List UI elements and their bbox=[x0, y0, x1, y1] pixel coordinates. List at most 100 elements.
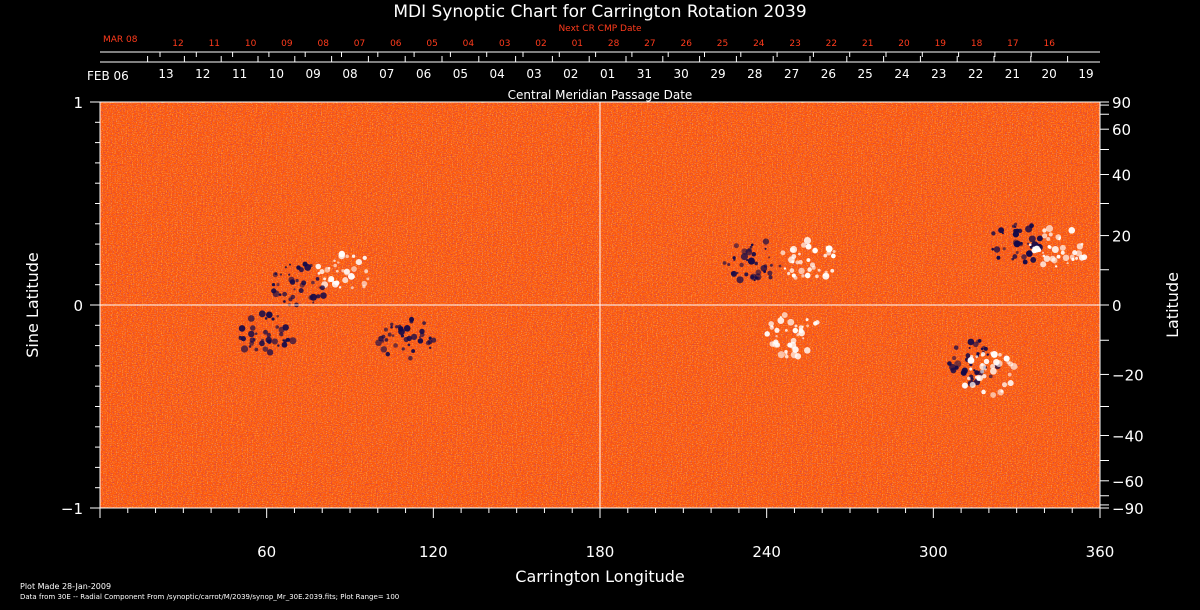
flux-speck bbox=[295, 278, 299, 283]
negative-flux-region bbox=[722, 238, 782, 284]
flux-speck bbox=[990, 392, 997, 398]
flux-speck bbox=[338, 286, 342, 289]
flux-speck bbox=[1056, 254, 1061, 259]
flux-speck bbox=[316, 294, 321, 299]
flux-speck bbox=[1025, 225, 1033, 233]
flux-speck bbox=[830, 268, 835, 273]
flux-speck bbox=[1002, 247, 1006, 251]
flux-speck bbox=[1058, 236, 1062, 240]
flux-speck bbox=[779, 315, 782, 319]
flux-speck bbox=[281, 341, 288, 348]
cmp-date-label: 21 bbox=[1005, 67, 1020, 81]
cmp-date-label: 23 bbox=[931, 67, 946, 81]
flux-speck bbox=[997, 388, 1004, 396]
cmp-date-axis: FEB 06 Central Meridian Passage Date 13 1… bbox=[87, 56, 1100, 102]
flux-speck bbox=[789, 268, 795, 273]
cmp-date-label: 04 bbox=[490, 67, 505, 81]
flux-speck bbox=[767, 270, 773, 276]
flux-speck bbox=[802, 337, 805, 340]
cmp-date-label: 12 bbox=[195, 67, 210, 81]
positive-flux-region bbox=[315, 250, 370, 290]
next-cr-date-label: 22 bbox=[826, 39, 837, 49]
negative-flux-region bbox=[375, 316, 437, 361]
flux-speck bbox=[1007, 380, 1014, 387]
flux-speck bbox=[312, 301, 315, 304]
flux-speck bbox=[378, 335, 384, 342]
flux-speck bbox=[990, 364, 996, 369]
cmp-date-label: 13 bbox=[158, 67, 173, 81]
flux-speck bbox=[398, 328, 405, 335]
flux-speck bbox=[788, 256, 795, 264]
flux-speck bbox=[763, 264, 768, 268]
flux-speck bbox=[732, 256, 736, 260]
lat-tick-label: −40 bbox=[1112, 427, 1144, 445]
flux-speck bbox=[1075, 250, 1083, 257]
flux-speck bbox=[431, 337, 437, 343]
positive-flux-region bbox=[1028, 225, 1088, 268]
flux-speck bbox=[351, 254, 356, 258]
flux-speck bbox=[406, 335, 412, 342]
flux-speck bbox=[749, 245, 753, 249]
flux-speck bbox=[1075, 256, 1079, 260]
y-axis-label: Sine Latitude bbox=[23, 252, 42, 358]
x-tick-label: 300 bbox=[919, 543, 948, 561]
flux-speck bbox=[998, 352, 1002, 357]
flux-speck bbox=[744, 272, 749, 277]
flux-speck bbox=[947, 361, 952, 366]
flux-speck bbox=[1043, 255, 1051, 262]
next-cr-date-label: 04 bbox=[463, 39, 475, 49]
flux-speck bbox=[967, 376, 971, 381]
flux-speck bbox=[330, 278, 334, 282]
flux-speck bbox=[1062, 254, 1070, 262]
flux-speck bbox=[811, 265, 816, 270]
flux-speck bbox=[1037, 248, 1042, 252]
next-cr-date-label: 10 bbox=[245, 39, 257, 49]
lat-tick-label: 60 bbox=[1112, 121, 1131, 139]
flux-speck bbox=[318, 286, 321, 289]
positive-flux-region bbox=[780, 237, 836, 280]
flux-speck bbox=[1042, 251, 1045, 254]
flux-speck bbox=[425, 340, 431, 346]
flux-speck bbox=[803, 347, 811, 354]
flux-speck bbox=[747, 247, 752, 252]
flux-speck bbox=[274, 272, 278, 276]
flux-speck bbox=[815, 274, 819, 279]
flux-speck bbox=[283, 300, 286, 303]
flux-speck bbox=[387, 332, 392, 337]
flux-speck bbox=[254, 332, 258, 335]
flux-speck bbox=[1030, 257, 1037, 263]
flux-speck bbox=[733, 243, 739, 249]
flux-speck bbox=[733, 258, 736, 262]
flux-speck bbox=[750, 275, 755, 279]
flux-speck bbox=[976, 352, 980, 356]
flux-speck bbox=[1015, 250, 1019, 255]
flux-speck bbox=[271, 283, 276, 287]
flux-speck bbox=[975, 355, 979, 359]
flux-speck bbox=[1001, 382, 1008, 388]
next-cr-date-label: 24 bbox=[753, 39, 765, 49]
cmp-date-label: 19 bbox=[1078, 67, 1093, 81]
y-axis-label-right: Latitude bbox=[1163, 272, 1182, 338]
flux-speck bbox=[722, 261, 727, 265]
flux-speck bbox=[762, 238, 770, 245]
flux-speck bbox=[798, 325, 804, 330]
flux-speck bbox=[355, 258, 363, 266]
flux-speck bbox=[1015, 240, 1021, 247]
flux-speck bbox=[1021, 254, 1027, 260]
flux-speck bbox=[1010, 362, 1018, 370]
flux-speck bbox=[248, 345, 252, 348]
flux-speck bbox=[990, 350, 998, 358]
flux-speck bbox=[746, 259, 749, 262]
data-source-note: Data from 30E -- Radial Component From /… bbox=[20, 593, 399, 601]
flux-speck bbox=[751, 252, 757, 257]
cmp-axis-label: Central Meridian Passage Date bbox=[508, 88, 693, 102]
flux-speck bbox=[784, 350, 788, 354]
flux-speck bbox=[954, 360, 962, 368]
y-tick-label: 0 bbox=[73, 297, 83, 315]
flux-speck bbox=[395, 325, 399, 329]
flux-speck bbox=[976, 339, 981, 344]
next-cr-date-label: 05 bbox=[426, 39, 437, 49]
cmp-date-label: 26 bbox=[821, 67, 836, 81]
cmp-date-label: 05 bbox=[453, 67, 468, 81]
flux-speck bbox=[961, 367, 968, 374]
